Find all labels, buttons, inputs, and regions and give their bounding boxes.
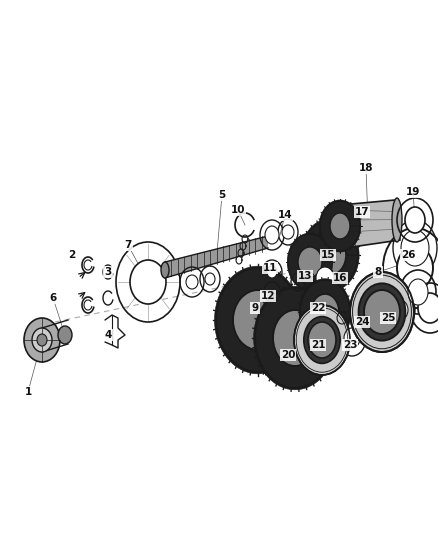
- Text: 19: 19: [406, 187, 420, 197]
- Polygon shape: [340, 200, 400, 248]
- Ellipse shape: [311, 294, 339, 330]
- Polygon shape: [319, 200, 361, 252]
- Text: 12: 12: [261, 291, 275, 301]
- Ellipse shape: [267, 266, 277, 278]
- Ellipse shape: [58, 326, 72, 344]
- Ellipse shape: [273, 310, 317, 366]
- Text: 9: 9: [251, 303, 258, 313]
- Ellipse shape: [392, 198, 402, 242]
- Ellipse shape: [186, 275, 198, 289]
- Ellipse shape: [316, 267, 334, 289]
- Text: 8: 8: [374, 267, 381, 277]
- Ellipse shape: [418, 293, 438, 323]
- Ellipse shape: [330, 213, 350, 239]
- Ellipse shape: [282, 225, 294, 239]
- Ellipse shape: [205, 273, 215, 285]
- Text: 21: 21: [311, 340, 325, 350]
- Text: 18: 18: [359, 163, 373, 173]
- Text: 6: 6: [49, 293, 57, 303]
- Ellipse shape: [344, 328, 360, 348]
- Ellipse shape: [265, 226, 279, 244]
- Text: 13: 13: [298, 271, 312, 281]
- Text: 20: 20: [281, 350, 295, 360]
- Text: 25: 25: [381, 313, 395, 323]
- Text: 24: 24: [355, 317, 369, 327]
- Polygon shape: [165, 236, 268, 278]
- Text: 7: 7: [124, 240, 132, 250]
- Text: 1: 1: [25, 387, 32, 397]
- Ellipse shape: [298, 247, 322, 277]
- Text: 17: 17: [355, 207, 369, 217]
- Polygon shape: [287, 233, 333, 291]
- Text: 11: 11: [263, 263, 277, 273]
- Polygon shape: [301, 219, 359, 292]
- Ellipse shape: [32, 328, 52, 352]
- Ellipse shape: [37, 334, 47, 346]
- Text: 5: 5: [219, 190, 226, 200]
- Text: 26: 26: [401, 250, 415, 260]
- Ellipse shape: [314, 235, 346, 275]
- Ellipse shape: [397, 246, 433, 290]
- Ellipse shape: [161, 262, 169, 278]
- Text: 2: 2: [68, 250, 76, 260]
- Ellipse shape: [408, 279, 428, 305]
- Text: 3: 3: [104, 267, 112, 277]
- Polygon shape: [299, 279, 351, 345]
- Ellipse shape: [233, 290, 283, 350]
- Ellipse shape: [359, 284, 406, 341]
- Ellipse shape: [364, 290, 400, 334]
- Text: 14: 14: [278, 210, 292, 220]
- Text: 23: 23: [343, 340, 357, 350]
- Polygon shape: [215, 266, 301, 374]
- Text: 16: 16: [333, 273, 347, 283]
- Ellipse shape: [401, 230, 429, 266]
- Polygon shape: [254, 286, 336, 390]
- Text: 10: 10: [231, 205, 245, 215]
- Ellipse shape: [304, 317, 340, 364]
- Ellipse shape: [405, 207, 425, 233]
- Text: 15: 15: [321, 250, 335, 260]
- Ellipse shape: [130, 260, 166, 304]
- Ellipse shape: [392, 300, 408, 320]
- Ellipse shape: [24, 318, 60, 362]
- Text: 4: 4: [104, 330, 112, 340]
- Ellipse shape: [308, 322, 336, 358]
- Ellipse shape: [294, 305, 350, 375]
- Ellipse shape: [350, 272, 414, 352]
- Text: 22: 22: [311, 303, 325, 313]
